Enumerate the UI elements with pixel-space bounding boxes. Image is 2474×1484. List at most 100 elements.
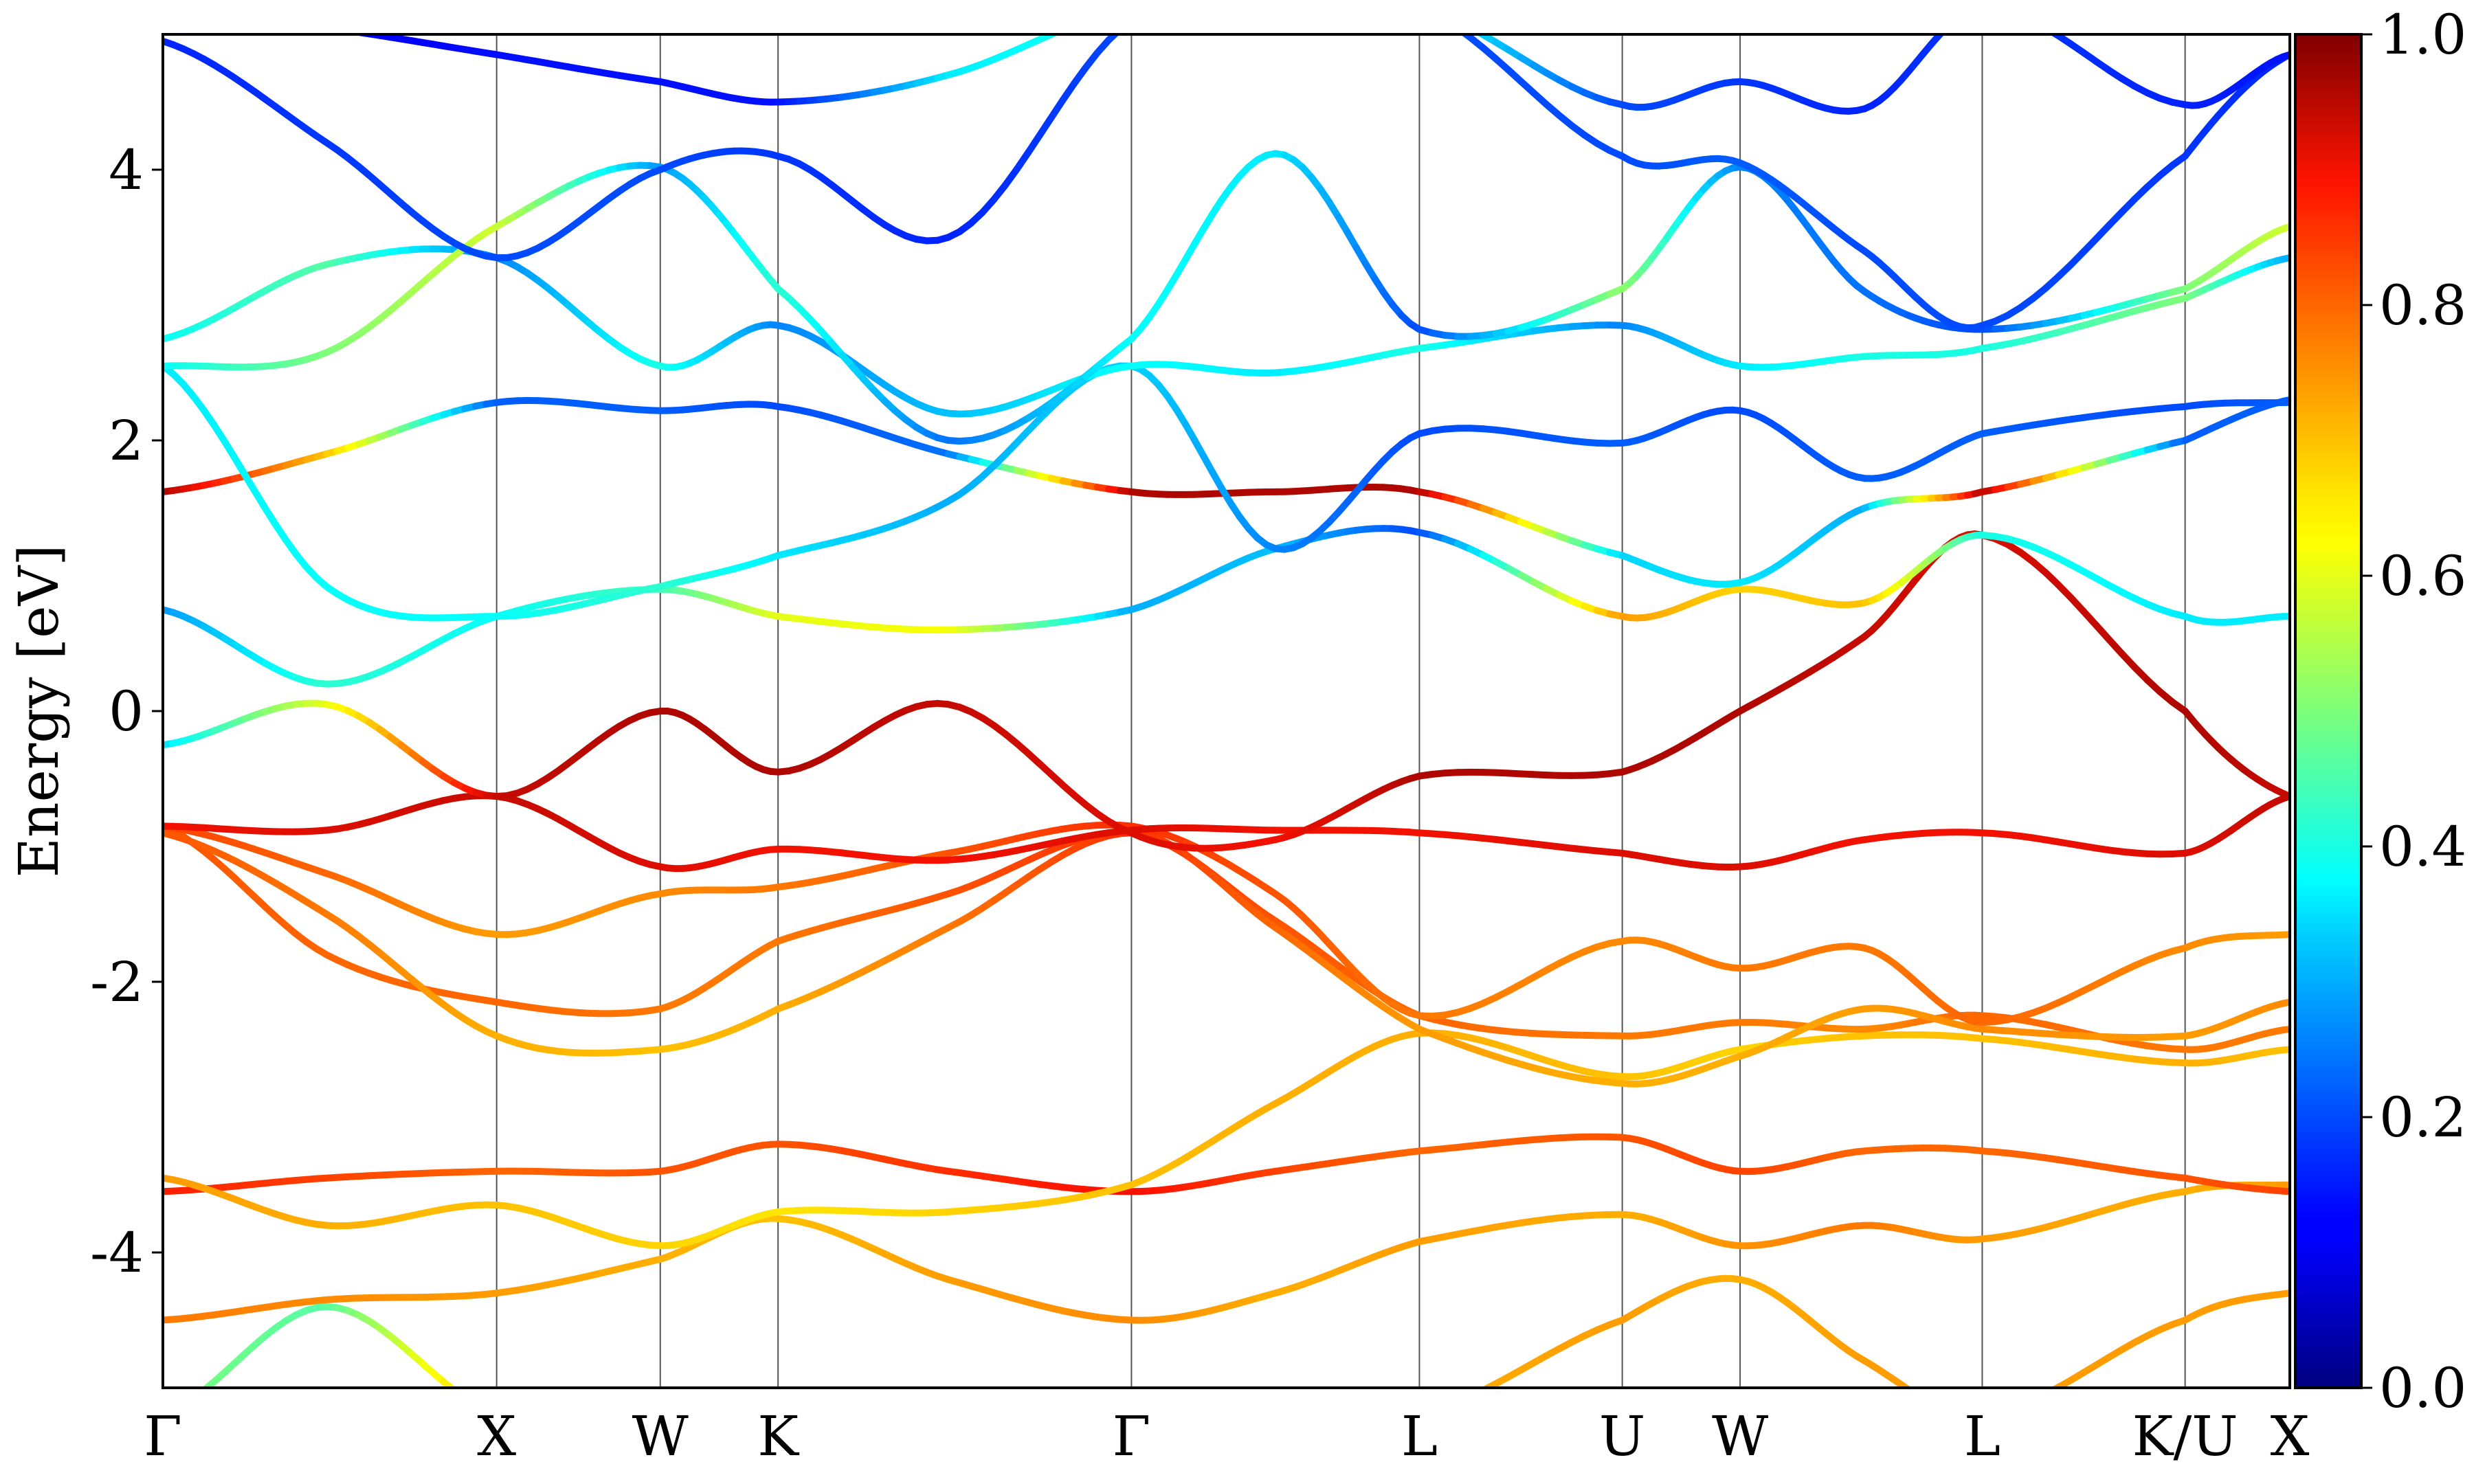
x-axis-ticks: Γ X W K Γ L U W L K/U X — [144, 1404, 2309, 1468]
band-segment — [1995, 8, 2007, 11]
high-symmetry-lines — [495, 34, 2186, 1388]
band-segment — [1293, 1415, 1302, 1416]
band-segment — [1275, 7, 1284, 8]
x-tick-label: X — [2271, 1404, 2310, 1468]
band-segment — [1946, 1410, 1953, 1413]
band-segment — [1374, 1421, 1383, 1422]
y-axis-label: Energy [eV] — [7, 545, 71, 878]
band — [163, 821, 2290, 1026]
band — [183, 1274, 2290, 1422]
band-segment — [1221, 3, 1230, 4]
x-tick-label: W — [1712, 1404, 1768, 1468]
band-segment — [2020, 15, 2033, 21]
x-tick-label: W — [632, 1404, 689, 1468]
band — [163, 525, 2290, 688]
band-segment — [440, 1378, 457, 1388]
band-segment — [1284, 1415, 1293, 1416]
band-segment — [1302, 3, 1311, 4]
band-segment — [1357, 0, 1366, 1]
band-segment — [1401, 0, 1410, 3]
band-segment — [2033, 1394, 2046, 1400]
band-segment — [1194, 0, 1203, 1]
band-segment — [1330, 2, 1339, 3]
band-segment — [316, 26, 326, 27]
x-tick-label: X — [477, 1404, 516, 1468]
colorbar-tick-label: 0.2 — [2379, 1086, 2466, 1149]
band — [163, 792, 2290, 873]
band-segment — [1284, 5, 1293, 7]
band-segment — [1221, 4, 1230, 5]
band-segment — [1302, 1416, 1311, 1417]
band-segment — [1311, 4, 1320, 5]
band-segment — [1131, 14, 1140, 21]
band-segment — [1168, 1, 1177, 3]
band-segment — [1953, 1413, 1961, 1415]
band-segment — [1284, 7, 1293, 8]
band-segment — [1047, 96, 1067, 122]
band-segment — [1445, 1402, 1458, 1407]
band-segment — [1975, 8, 1983, 9]
band-segment — [1946, 22, 1953, 29]
band-segment — [2033, 21, 2046, 28]
band-segment — [1231, 3, 1240, 5]
band-segment — [1258, 7, 1267, 8]
band-segment — [1419, 8, 1432, 13]
band-segment — [1339, 1, 1348, 2]
band-segment — [183, 1398, 194, 1405]
band-segment — [1916, 1395, 1924, 1399]
band-segment — [234, 14, 245, 16]
band-segment — [1392, 1, 1401, 3]
band-segment — [1311, 1, 1320, 3]
band-segment — [1062, 25, 1074, 30]
band — [163, 396, 2290, 588]
x-tick-label: L — [1401, 1404, 1438, 1468]
band-segment — [1108, 10, 1120, 12]
band-segment — [194, 10, 204, 11]
band — [163, 1029, 2290, 1250]
band-segment — [1293, 4, 1302, 5]
band-segment — [1141, 4, 1150, 5]
band — [163, 1181, 2290, 1324]
x-tick-label: K — [757, 1404, 799, 1468]
y-tick-label: 0 — [109, 679, 144, 743]
band-segment — [1074, 21, 1086, 25]
band-segment — [1339, 1420, 1348, 1421]
band-segment — [1141, 10, 1150, 14]
colorbar-tick-label: 0.4 — [2379, 815, 2466, 879]
band-segment — [1320, 0, 1329, 1]
x-tick-label: Γ — [144, 1404, 182, 1468]
band — [163, 829, 2290, 1088]
band-segment — [1036, 114, 1055, 139]
y-tick-label: 4 — [109, 138, 144, 202]
band-segment — [1968, 8, 1975, 11]
band-segment — [517, 1420, 527, 1421]
band-segment — [1330, 1419, 1339, 1420]
band-segment — [1212, 3, 1221, 4]
y-tick-label: -4 — [90, 1221, 144, 1285]
band-segment — [1159, 3, 1168, 5]
x-tick-label: K/U — [2132, 1404, 2238, 1468]
band-segment — [1097, 13, 1108, 16]
y-tick-label: -2 — [90, 950, 144, 1014]
band — [194, 0, 2290, 115]
band-segment — [1086, 16, 1097, 21]
band-segment — [1938, 1407, 1946, 1410]
band-segment — [337, 29, 348, 30]
band-segment — [1240, 5, 1249, 6]
band-segment — [1410, 3, 1419, 8]
band-segment — [1480, 1386, 1485, 1388]
band-segment — [349, 34, 361, 36]
band-segment — [306, 25, 316, 26]
band-segment — [265, 19, 276, 20]
band-segment — [2020, 1400, 2033, 1406]
band-segment — [465, 1398, 475, 1405]
colorbar-ticks: 0.0 0.2 0.4 0.6 0.8 1.0 — [2361, 3, 2466, 1420]
band-segment — [599, 1419, 610, 1420]
band-segment — [1392, 1419, 1401, 1421]
colorbar — [2294, 33, 2363, 1389]
band-segment — [1419, 8, 1432, 11]
band-segment — [2007, 1406, 2020, 1410]
band-segment — [1212, 1, 1221, 3]
band — [163, 362, 2290, 622]
